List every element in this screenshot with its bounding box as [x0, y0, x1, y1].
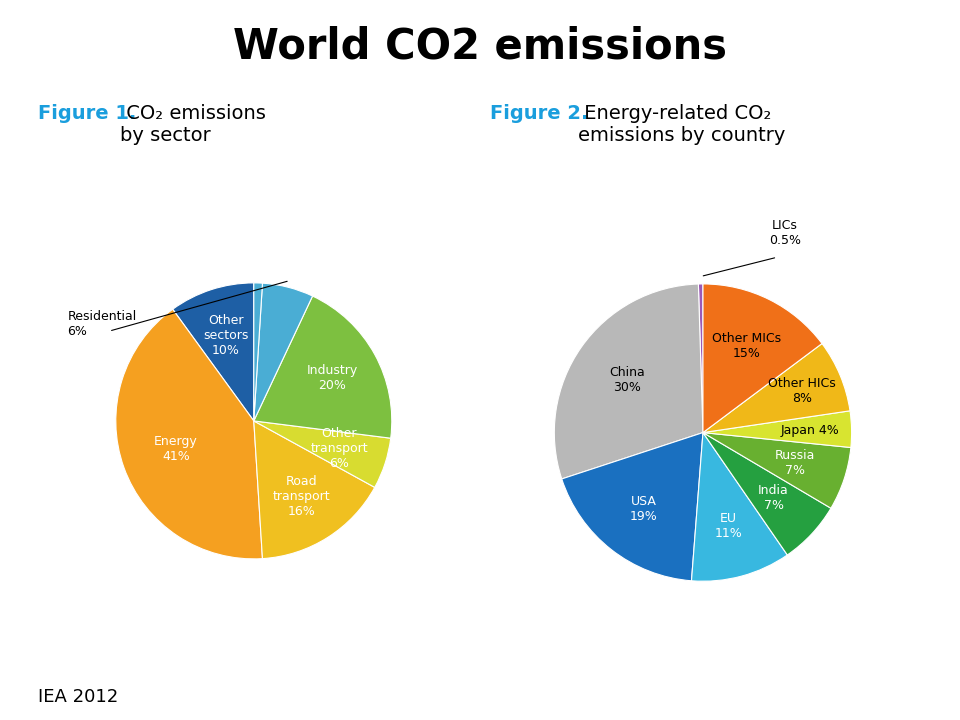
- Wedge shape: [703, 433, 851, 508]
- Text: China
30%: China 30%: [610, 366, 645, 394]
- Text: Figure 2.: Figure 2.: [490, 104, 588, 123]
- Wedge shape: [173, 283, 253, 421]
- Text: World CO2 emissions: World CO2 emissions: [233, 25, 727, 67]
- Text: CO₂ emissions
by sector: CO₂ emissions by sector: [120, 104, 266, 145]
- Text: Figure 1.: Figure 1.: [38, 104, 136, 123]
- Wedge shape: [253, 283, 262, 421]
- Text: Japan 4%: Japan 4%: [780, 423, 839, 436]
- Text: Russia
7%: Russia 7%: [775, 449, 815, 477]
- Text: LICs
0.5%: LICs 0.5%: [769, 219, 801, 247]
- Text: Road
transport
16%: Road transport 16%: [273, 475, 330, 518]
- Text: Residential
6%: Residential 6%: [67, 310, 136, 338]
- Wedge shape: [253, 421, 374, 559]
- Text: IEA 2012: IEA 2012: [38, 688, 119, 706]
- Wedge shape: [253, 421, 391, 487]
- Text: Industry
20%: Industry 20%: [307, 364, 358, 392]
- Wedge shape: [253, 296, 392, 438]
- Wedge shape: [703, 284, 822, 433]
- Wedge shape: [703, 433, 831, 555]
- Text: Other HICs
8%: Other HICs 8%: [768, 377, 835, 405]
- Wedge shape: [698, 284, 703, 433]
- Wedge shape: [253, 283, 313, 421]
- Wedge shape: [703, 411, 852, 448]
- Text: Other MICs
15%: Other MICs 15%: [711, 332, 780, 360]
- Text: Energy
41%: Energy 41%: [154, 435, 198, 463]
- Text: Other
sectors
10%: Other sectors 10%: [204, 314, 249, 357]
- Wedge shape: [116, 310, 262, 559]
- Wedge shape: [703, 343, 850, 433]
- Wedge shape: [691, 433, 787, 581]
- Text: India
7%: India 7%: [758, 485, 789, 513]
- Wedge shape: [554, 284, 703, 479]
- Text: USA
19%: USA 19%: [630, 495, 658, 523]
- Wedge shape: [562, 433, 703, 581]
- Text: Other
transport
6%: Other transport 6%: [310, 427, 368, 470]
- Text: EU
11%: EU 11%: [714, 512, 742, 540]
- Text: Energy-related CO₂
emissions by country: Energy-related CO₂ emissions by country: [578, 104, 785, 145]
